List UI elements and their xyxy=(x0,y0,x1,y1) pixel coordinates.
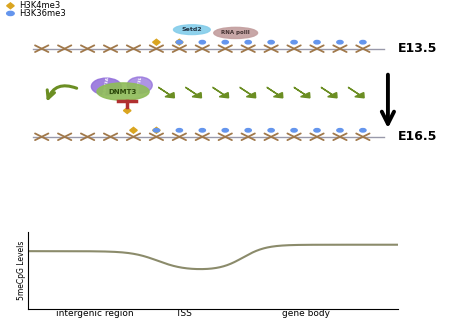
Ellipse shape xyxy=(91,78,121,95)
Circle shape xyxy=(222,41,228,44)
Text: TSS: TSS xyxy=(175,309,192,318)
Text: DNMT3A: DNMT3A xyxy=(103,76,110,97)
Circle shape xyxy=(360,41,366,44)
Circle shape xyxy=(245,41,251,44)
Circle shape xyxy=(268,41,274,44)
Circle shape xyxy=(360,128,366,132)
Circle shape xyxy=(153,128,160,132)
Polygon shape xyxy=(153,128,160,133)
Circle shape xyxy=(199,41,205,44)
Ellipse shape xyxy=(214,27,257,39)
Circle shape xyxy=(222,128,228,132)
Ellipse shape xyxy=(173,25,210,34)
Polygon shape xyxy=(7,3,14,9)
Circle shape xyxy=(268,128,274,132)
FancyArrowPatch shape xyxy=(47,86,77,99)
Circle shape xyxy=(337,128,343,132)
FancyArrow shape xyxy=(294,87,310,98)
Circle shape xyxy=(176,128,182,132)
Circle shape xyxy=(7,11,14,15)
Circle shape xyxy=(337,41,343,44)
Text: E16.5: E16.5 xyxy=(398,130,438,143)
Text: DNMT3: DNMT3 xyxy=(109,89,137,95)
Circle shape xyxy=(199,128,205,132)
Circle shape xyxy=(176,41,182,44)
Polygon shape xyxy=(175,39,183,45)
Text: Setd2: Setd2 xyxy=(182,27,202,32)
Text: RNA polII: RNA polII xyxy=(221,30,250,35)
Circle shape xyxy=(291,41,297,44)
Polygon shape xyxy=(153,39,160,45)
Text: gene body: gene body xyxy=(282,309,330,318)
FancyArrow shape xyxy=(213,87,228,98)
Text: DNMT3L: DNMT3L xyxy=(136,75,143,95)
Circle shape xyxy=(245,128,251,132)
FancyArrow shape xyxy=(321,87,337,98)
Polygon shape xyxy=(123,108,131,114)
FancyArrow shape xyxy=(267,87,283,98)
Ellipse shape xyxy=(127,77,152,93)
Circle shape xyxy=(314,128,320,132)
Text: intergenic region: intergenic region xyxy=(56,309,134,318)
Circle shape xyxy=(314,41,320,44)
Circle shape xyxy=(291,128,297,132)
Y-axis label: 5meCpG Levels: 5meCpG Levels xyxy=(17,241,26,300)
Polygon shape xyxy=(130,128,137,133)
FancyArrow shape xyxy=(185,87,201,98)
FancyArrow shape xyxy=(348,87,364,98)
FancyArrow shape xyxy=(158,87,174,98)
Text: H3K36me3: H3K36me3 xyxy=(19,9,65,18)
Ellipse shape xyxy=(97,83,149,100)
FancyArrow shape xyxy=(240,87,255,98)
Text: H3K4me3: H3K4me3 xyxy=(19,1,60,10)
Text: E13.5: E13.5 xyxy=(398,42,438,55)
